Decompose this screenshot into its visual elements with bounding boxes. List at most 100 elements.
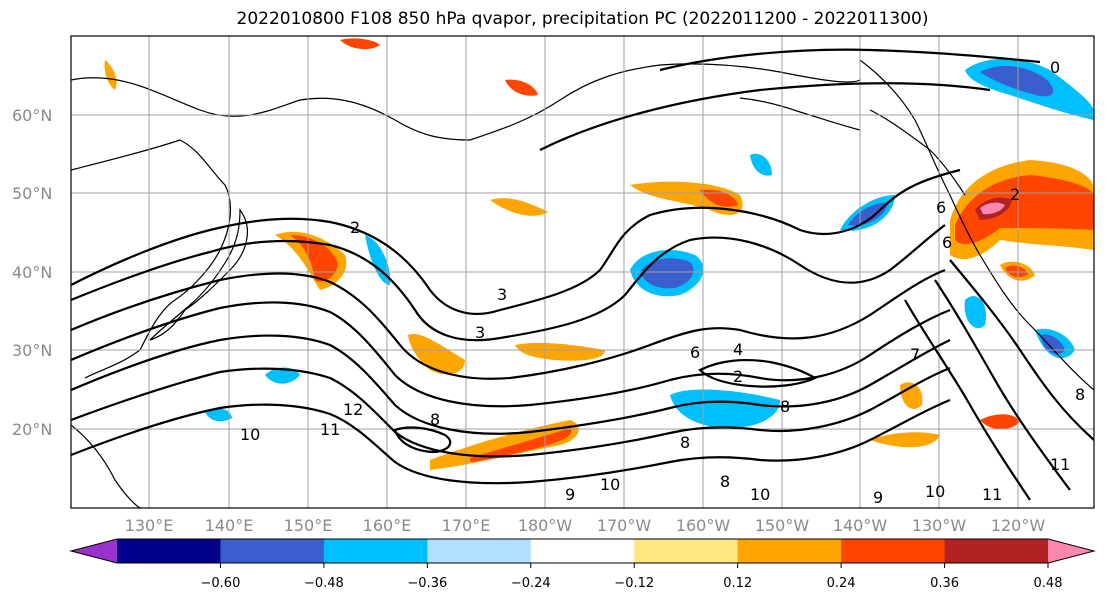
lon-label: 160°W — [676, 516, 731, 535]
contour-label: 4 — [733, 340, 743, 359]
graticule — [71, 36, 1094, 508]
colorbar-segment — [220, 539, 325, 563]
colorbar-tick-label: −0.60 — [201, 576, 241, 591]
precip-area — [490, 198, 548, 216]
precip-area — [980, 202, 1005, 215]
precip-area — [205, 408, 232, 422]
colorbar-extend-max — [1048, 539, 1094, 563]
colorbar-segment — [117, 539, 221, 563]
contour-label: 10 — [600, 475, 620, 494]
contour-label: 7 — [910, 345, 920, 364]
precipitation-shading — [104, 38, 1094, 470]
lon-label: 150°E — [284, 516, 333, 535]
colorbar-segment — [530, 539, 635, 563]
contour-line — [71, 301, 951, 408]
colorbar: −0.60 −0.48 −0.36 −0.24 −0.12 0.12 0.24 0.36 0.4… — [69, 538, 1096, 591]
precip-area — [515, 342, 605, 361]
colorbar-tick-label: 0.36 — [930, 576, 959, 591]
contour-label: 8 — [680, 433, 690, 452]
contour-label: 2 — [350, 218, 360, 237]
contour-line — [659, 48, 1041, 72]
lon-label: 120°W — [991, 516, 1046, 535]
coastline — [739, 97, 861, 131]
lat-label: 40°N — [12, 263, 52, 282]
precip-area — [870, 432, 940, 448]
colorbar-segment — [841, 539, 946, 563]
contour-label: 9 — [565, 485, 575, 504]
contour-label: 2 — [1010, 185, 1020, 204]
longitude-labels: 130°E 140°E 150°E 160°E 170°E 180°W 170°… — [125, 516, 1046, 535]
map-frame — [70, 35, 1095, 509]
contour-label: 8 — [780, 397, 790, 416]
qvapor-contours — [71, 48, 1094, 501]
lon-label: 180°W — [518, 516, 573, 535]
coastline — [149, 208, 249, 341]
lon-label: 140°W — [833, 516, 888, 535]
contour-line — [71, 224, 946, 342]
precip-area — [1005, 265, 1028, 278]
precip-area — [1040, 334, 1065, 355]
contour-line — [71, 366, 951, 458]
contour-label: 2 — [733, 367, 743, 386]
colorbar-tick-label: −0.36 — [407, 576, 447, 591]
contour-label: 6 — [942, 233, 952, 252]
contour-line — [71, 168, 961, 315]
precip-area — [900, 382, 923, 409]
precip-area — [290, 235, 338, 282]
contour-label: 9 — [873, 488, 883, 507]
colorbar-extend-min — [71, 539, 117, 563]
precip-area — [340, 38, 380, 50]
lat-label: 60°N — [12, 106, 52, 125]
contour-label: 11 — [982, 485, 1002, 504]
colorbar-segment — [634, 539, 739, 563]
precip-area — [104, 60, 117, 90]
lon-label: 150°W — [755, 516, 810, 535]
lon-label: 170°E — [442, 516, 491, 535]
contour-line — [71, 334, 951, 435]
coastline — [71, 424, 141, 508]
colorbar-segment — [427, 539, 532, 563]
map-content: 2 3 3 2 6 4 8 10 11 12 10 9 8 9 10 11 8 … — [71, 36, 1094, 508]
precip-area — [630, 181, 743, 215]
contour-labels: 2 3 3 2 6 4 8 10 11 12 10 9 8 9 10 11 8 … — [240, 58, 1085, 507]
contour-label: 11 — [1050, 455, 1070, 474]
lon-label: 160°E — [363, 516, 412, 535]
precip-area — [470, 428, 572, 462]
contour-label: 6 — [936, 198, 946, 217]
contour-label: 3 — [497, 285, 507, 304]
contour-label: 3 — [475, 323, 485, 342]
latitude-labels: 60°N 50°N 40°N 30°N 20°N — [12, 106, 52, 439]
precip-area — [640, 258, 694, 289]
precip-area — [955, 175, 1094, 245]
precip-area — [750, 153, 772, 176]
lon-label: 170°W — [597, 516, 652, 535]
colorbar-tick-label: 0.24 — [827, 576, 856, 591]
precip-area — [980, 414, 1020, 430]
colorbar-tick-label: 0.12 — [723, 576, 752, 591]
contour-label: 8 — [720, 472, 730, 491]
contour-line — [539, 82, 991, 151]
precip-area — [670, 389, 780, 429]
coastline — [869, 109, 966, 196]
colorbar-tick-label: 0.48 — [1034, 576, 1063, 591]
contour-label: 0 — [1050, 58, 1060, 77]
contour-label: 8 — [430, 410, 440, 429]
contour-label: 6 — [690, 343, 700, 362]
contour-label: 10 — [240, 425, 260, 444]
colorbar-segment — [323, 539, 428, 563]
contour-line — [71, 268, 946, 380]
map-title: 2022010800 F108 850 hPa qvapor, precipit… — [236, 9, 929, 29]
contour-line — [904, 299, 1031, 501]
colorbar-tick-label: −0.24 — [511, 576, 551, 591]
lon-label: 140°E — [205, 516, 254, 535]
lat-label: 20°N — [12, 420, 52, 439]
precip-area — [505, 79, 538, 96]
contour-label: 10 — [750, 485, 770, 504]
precip-area — [408, 334, 465, 375]
lat-label: 50°N — [12, 184, 52, 203]
contour-line — [71, 398, 951, 485]
precip-area — [964, 296, 986, 329]
contour-label: 12 — [343, 400, 363, 419]
colorbar-segment — [737, 539, 842, 563]
